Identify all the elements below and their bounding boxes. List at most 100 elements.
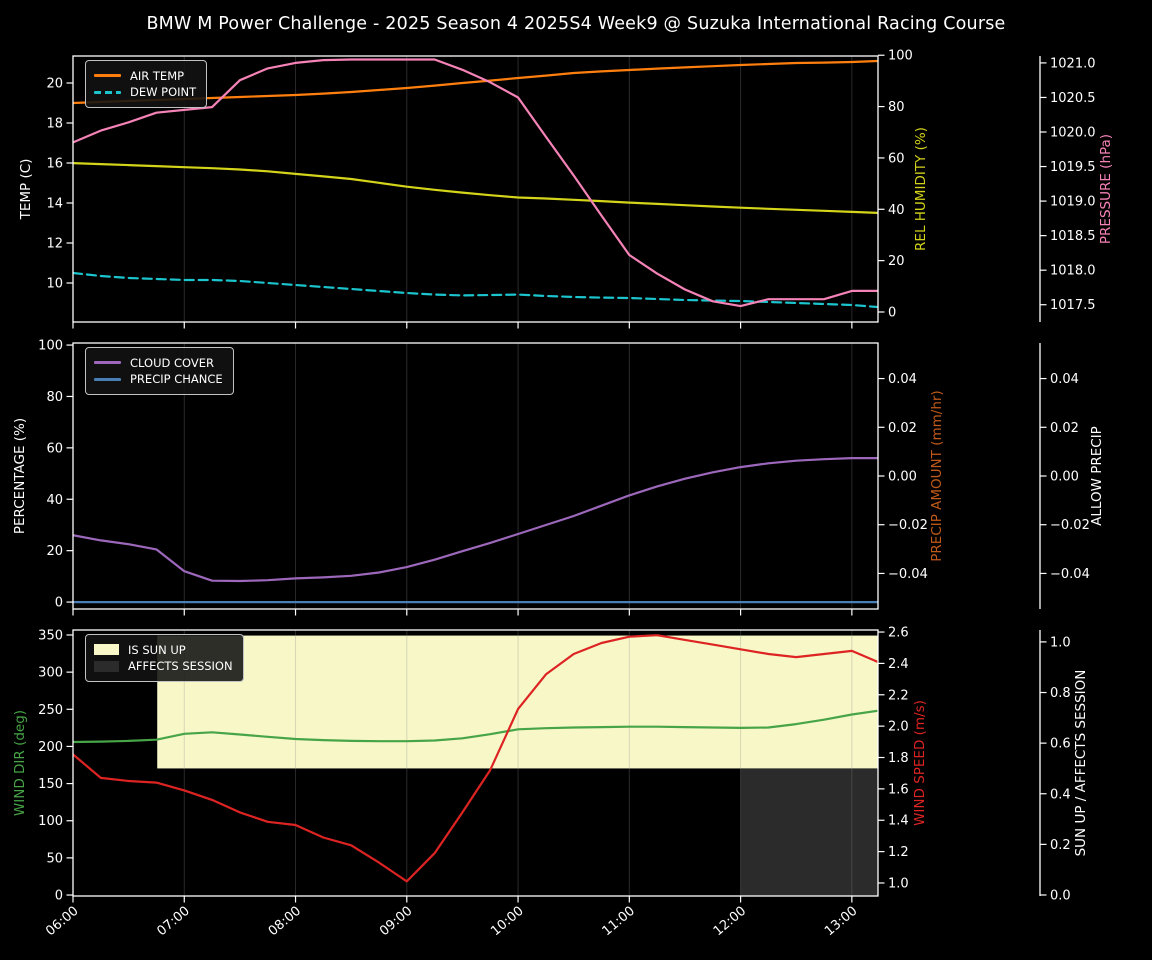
rel-humidity-pct-line [73, 162, 878, 214]
svg-text:0.00: 0.00 [1050, 470, 1079, 485]
legend-item-air-temp: AIR TEMP [94, 69, 196, 83]
plot-border [72, 629, 879, 897]
svg-text:1.6: 1.6 [888, 782, 909, 797]
svg-text:−0.02: −0.02 [1050, 518, 1090, 533]
svg-text:−0.02: −0.02 [888, 518, 928, 533]
svg-text:−0.04: −0.04 [888, 567, 928, 582]
right-axis-label: WIND SPEED (m/s) [912, 700, 928, 826]
patch-swatch [94, 660, 119, 672]
svg-text:40: 40 [46, 493, 63, 508]
svg-text:80: 80 [46, 390, 63, 405]
svg-text:0: 0 [888, 305, 896, 320]
cloud-cover-pct-line [73, 457, 878, 583]
left-axis-label: TEMP (C) [18, 159, 34, 221]
svg-text:200: 200 [38, 740, 63, 755]
legend-item-dew-point: DEW POINT [94, 85, 196, 99]
svg-text:2.0: 2.0 [888, 720, 909, 735]
svg-text:14: 14 [46, 197, 63, 212]
far-right-axis-label: ALLOW PRECIP [1089, 426, 1105, 526]
svg-text:1021.0: 1021.0 [1050, 56, 1096, 71]
svg-text:0.04: 0.04 [888, 372, 917, 387]
svg-text:0: 0 [55, 596, 63, 611]
panel-cloud-precip: 0 20 40 60 80 100 −0.04 −0.02 0.00 0.02 0.04 −0.04 −… [12, 339, 1105, 616]
svg-text:2.6: 2.6 [888, 626, 909, 641]
x-tick-label: 11:00 [600, 904, 638, 940]
svg-text:0.0: 0.0 [1050, 888, 1071, 903]
right-axis-label: REL HUMIDITY (%) [913, 127, 929, 251]
dew-point-c-line [73, 271, 878, 309]
legend-item-precip-chance: PRECIP CHANCE [94, 372, 223, 386]
sun-up-region [157, 635, 878, 769]
svg-text:1017.5: 1017.5 [1050, 298, 1096, 313]
svg-text:1.0: 1.0 [1050, 635, 1071, 650]
x-tick-label: 10:00 [488, 904, 526, 940]
svg-text:12: 12 [46, 237, 63, 252]
svg-text:1.8: 1.8 [888, 751, 909, 766]
svg-text:2.2: 2.2 [888, 688, 909, 703]
legend-item-is-sun-up: IS SUN UP [94, 643, 233, 657]
legend-label: DEW POINT [130, 85, 197, 99]
x-tick-label: 12:00 [711, 904, 749, 940]
svg-text:60: 60 [46, 441, 63, 456]
svg-text:150: 150 [38, 777, 63, 792]
legend-label: IS SUN UP [128, 642, 186, 657]
legend-item-affects-session: AFFECTS SESSION [94, 659, 233, 673]
svg-text:80: 80 [888, 100, 905, 115]
svg-text:−0.04: −0.04 [1050, 567, 1090, 582]
legend-cloud-precip: CLOUD COVER PRECIP CHANCE [85, 347, 234, 395]
svg-text:2.4: 2.4 [888, 657, 909, 672]
patch-swatch [94, 644, 119, 655]
legend-temperature: AIR TEMP DEW POINT [85, 60, 208, 108]
line-swatch [94, 90, 121, 94]
line-swatch [94, 361, 121, 364]
wind-dir-deg-line [73, 709, 878, 744]
svg-text:0.04: 0.04 [1050, 372, 1079, 387]
svg-text:0.8: 0.8 [1050, 686, 1071, 701]
legend-label: CLOUD COVER [130, 355, 215, 370]
svg-text:0.02: 0.02 [888, 421, 917, 436]
svg-text:10: 10 [46, 277, 63, 292]
air-temp-c-line [73, 59, 878, 105]
svg-text:0: 0 [55, 889, 63, 904]
svg-text:20: 20 [888, 254, 905, 269]
svg-text:1020.5: 1020.5 [1050, 91, 1096, 106]
svg-text:60: 60 [888, 151, 905, 166]
svg-text:1.2: 1.2 [888, 845, 909, 860]
svg-text:100: 100 [38, 814, 63, 829]
svg-text:16: 16 [46, 157, 63, 172]
pressure-hpa-line [73, 58, 878, 308]
svg-text:1019.5: 1019.5 [1050, 160, 1096, 175]
svg-text:40: 40 [888, 203, 905, 218]
svg-text:1019.0: 1019.0 [1050, 195, 1096, 210]
right-axis-label: PRECIP AMOUNT (mm/hr) [929, 390, 945, 561]
legend-label: AIR TEMP [130, 68, 185, 83]
left-axis-label: PERCENTAGE (%) [12, 418, 28, 534]
svg-text:100: 100 [38, 339, 63, 354]
svg-text:20: 20 [46, 77, 63, 92]
svg-text:1.4: 1.4 [888, 814, 909, 829]
svg-text:0.2: 0.2 [1050, 838, 1071, 853]
x-tick-label: 06:00 [43, 904, 81, 940]
x-tick-label: 07:00 [154, 904, 192, 940]
plot-border [72, 55, 879, 323]
svg-text:0.4: 0.4 [1050, 787, 1071, 802]
far-right-axis-label: PRESSURE (hPa) [1098, 134, 1114, 244]
legend-label: PRECIP CHANCE [130, 372, 223, 386]
left-axis-label: WIND DIR (deg) [12, 710, 28, 816]
svg-text:18: 18 [46, 117, 63, 132]
x-tick-label: 13:00 [822, 904, 860, 940]
legend-label: AFFECTS SESSION [128, 659, 233, 673]
svg-text:300: 300 [38, 666, 63, 681]
line-swatch [94, 377, 121, 381]
wind-speed-ms-line [73, 634, 878, 883]
svg-text:250: 250 [38, 703, 63, 718]
svg-text:0.02: 0.02 [1050, 421, 1079, 436]
svg-text:100: 100 [888, 49, 913, 64]
svg-text:1020.0: 1020.0 [1050, 126, 1096, 141]
panel-temperature: 10 12 14 16 18 20 0 20 40 60 80 100 1017.5 1018.0 1018… [18, 49, 1114, 329]
svg-text:0.00: 0.00 [888, 470, 917, 485]
x-tick-label: 09:00 [377, 904, 415, 940]
svg-text:1018.5: 1018.5 [1050, 229, 1096, 244]
